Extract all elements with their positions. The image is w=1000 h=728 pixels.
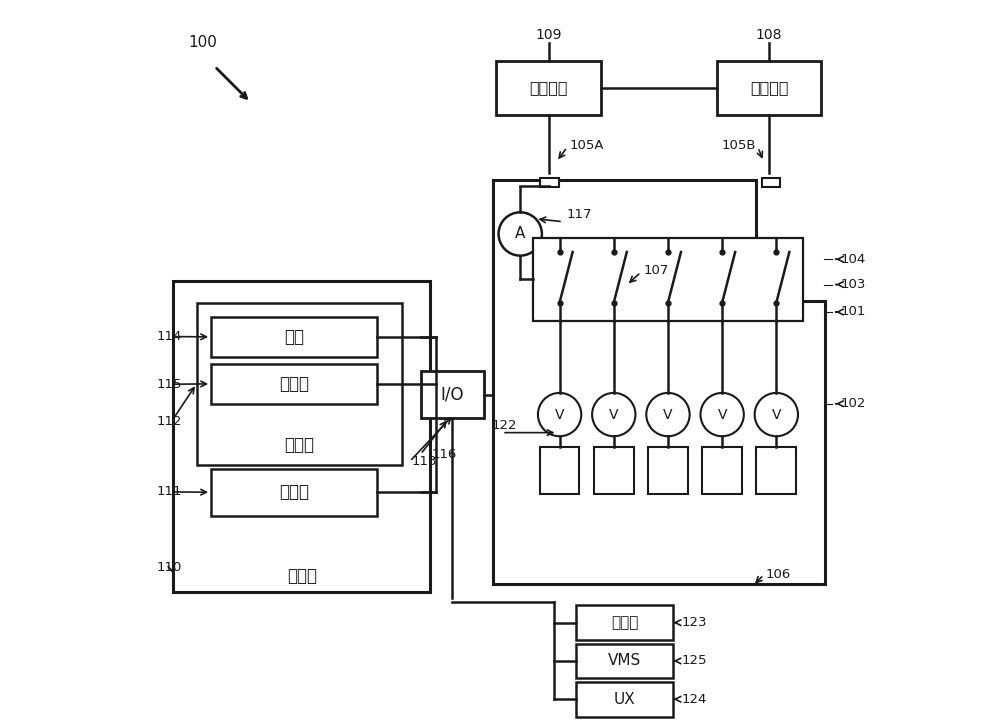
Text: UX: UX <box>614 692 635 707</box>
Text: 数据: 数据 <box>284 328 304 346</box>
Bar <box>211 469 377 515</box>
Text: V: V <box>717 408 727 422</box>
Polygon shape <box>493 180 825 585</box>
Text: 112: 112 <box>157 415 182 428</box>
Bar <box>576 644 673 678</box>
Text: 控制器: 控制器 <box>279 375 309 393</box>
Text: 115: 115 <box>157 378 182 391</box>
Text: 116: 116 <box>431 448 457 461</box>
Bar <box>540 447 579 494</box>
Text: 123: 123 <box>682 616 708 629</box>
Text: 105A: 105A <box>569 138 604 151</box>
Bar <box>173 281 430 592</box>
Text: 117: 117 <box>566 208 592 221</box>
Bar <box>421 371 484 418</box>
Bar <box>496 60 601 115</box>
Text: 处理器: 处理器 <box>279 483 309 502</box>
Bar <box>533 237 803 320</box>
Bar <box>594 447 634 494</box>
Bar <box>648 447 688 494</box>
Text: 122: 122 <box>491 419 517 432</box>
Bar <box>211 317 377 357</box>
Text: 105B: 105B <box>721 138 756 151</box>
Text: 101: 101 <box>841 306 866 318</box>
Text: 125: 125 <box>682 654 708 668</box>
Text: V: V <box>663 408 673 422</box>
Text: 104: 104 <box>841 253 866 266</box>
Bar <box>576 682 673 716</box>
Bar <box>756 447 796 494</box>
Circle shape <box>538 393 581 436</box>
Text: A: A <box>515 226 525 242</box>
Text: VMS: VMS <box>608 654 641 668</box>
Text: 111: 111 <box>157 486 182 499</box>
Text: 107: 107 <box>644 264 669 277</box>
Text: 114: 114 <box>157 330 182 343</box>
Bar <box>702 447 742 494</box>
Text: 103: 103 <box>841 278 866 291</box>
Text: 点火开关: 点火开关 <box>530 80 568 95</box>
Text: V: V <box>555 408 564 422</box>
Circle shape <box>646 393 690 436</box>
Text: 124: 124 <box>682 693 707 705</box>
Text: 起动电机: 起动电机 <box>750 80 788 95</box>
Circle shape <box>592 393 635 436</box>
Circle shape <box>700 393 744 436</box>
Text: 102: 102 <box>841 397 866 411</box>
Text: 109: 109 <box>536 28 562 42</box>
Text: V: V <box>609 408 619 422</box>
Bar <box>197 303 402 465</box>
Bar <box>540 178 559 187</box>
Text: 传感器: 传感器 <box>611 615 638 630</box>
Bar <box>576 605 673 640</box>
Text: 113: 113 <box>412 455 437 468</box>
Bar <box>717 60 821 115</box>
Bar <box>762 178 780 187</box>
Bar <box>211 364 377 404</box>
Circle shape <box>755 393 798 436</box>
Text: 100: 100 <box>188 35 217 50</box>
Text: 控制器: 控制器 <box>287 566 317 585</box>
Circle shape <box>499 213 542 256</box>
Text: 106: 106 <box>766 569 791 582</box>
Text: 110: 110 <box>157 561 182 574</box>
Text: V: V <box>772 408 781 422</box>
Text: 108: 108 <box>756 28 782 42</box>
Text: I/O: I/O <box>441 386 464 404</box>
Text: 存储器: 存储器 <box>285 436 315 454</box>
